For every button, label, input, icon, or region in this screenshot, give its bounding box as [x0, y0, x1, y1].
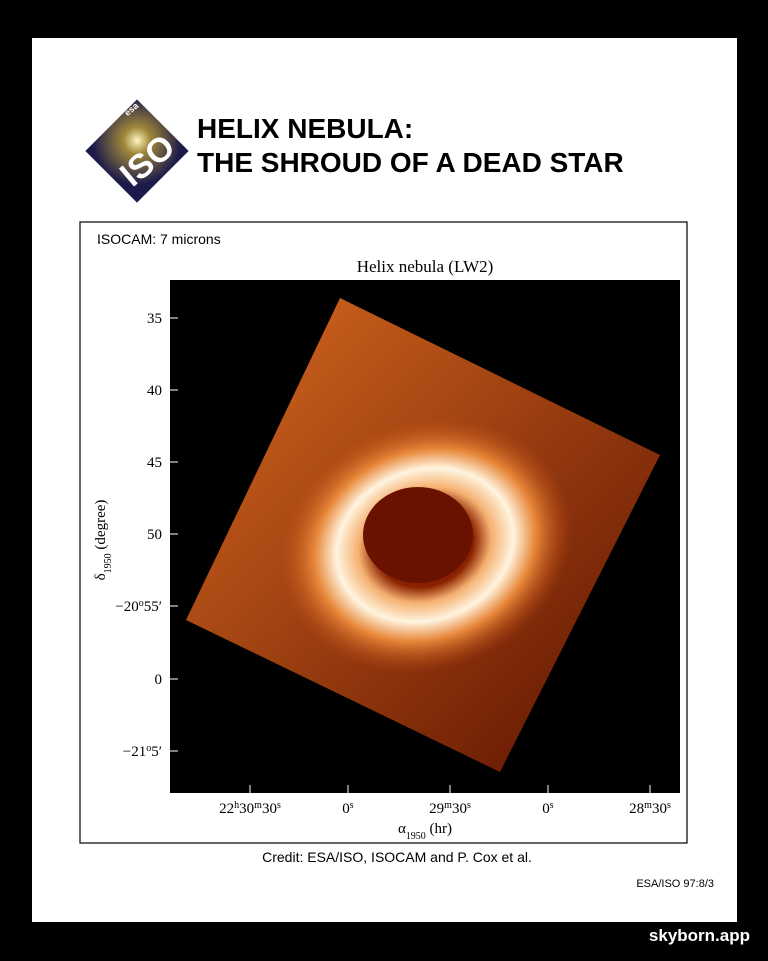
x-tick-label-part: 0	[542, 801, 550, 817]
plot-title: Helix nebula (LW2)	[357, 257, 494, 276]
y-tick-label-part: −20	[115, 599, 138, 615]
y-tick-label-part: 45	[147, 455, 162, 471]
x-tick-label-part: m	[644, 800, 652, 811]
panel-frame	[79, 221, 688, 844]
y-tick-label: 35	[147, 311, 162, 327]
title-line: HELIX NEBULA:	[197, 113, 413, 144]
x-tick-label-part: h	[234, 800, 239, 811]
x-axis-label-part: (hr)	[426, 821, 452, 837]
y-tick-label: 40	[147, 383, 162, 399]
x-tick-label-part: 29	[429, 801, 444, 817]
x-tick-label-part: 30	[652, 801, 667, 817]
x-tick-label-part: 22	[219, 801, 234, 817]
x-tick-label: 22h30m30s	[219, 800, 281, 818]
x-tick-label-part: 30	[452, 801, 467, 817]
y-tick-label-part: 5′	[151, 744, 162, 760]
title-line: THE SHROUD OF A DEAD STAR	[197, 147, 624, 178]
y-tick-label-part: 55′	[144, 599, 162, 615]
y-tick-label-part: o	[146, 743, 151, 754]
x-tick-label-part: m	[444, 800, 452, 811]
x-axis-label-part: α	[398, 821, 406, 837]
credit: Credit: ESA/ISO, ISOCAM and P. Cox et al…	[262, 849, 532, 865]
x-tick-label-part: m	[254, 800, 262, 811]
y-axis-label-part: δ	[93, 573, 109, 580]
x-tick-label-part: s	[467, 800, 471, 811]
y-tick-label-part: 50	[147, 527, 162, 543]
y-tick-label: 0	[155, 672, 163, 688]
y-tick-label-part: 35	[147, 311, 162, 327]
x-tick-label-part: s	[277, 800, 281, 811]
panel-label: ISOCAM: 7 microns	[97, 231, 221, 247]
x-axis-label-part: 1950	[406, 831, 426, 842]
x-tick-label-part: s	[350, 800, 354, 811]
x-tick-label-part: 28	[629, 801, 644, 817]
y-tick-label-part: 0	[155, 672, 163, 688]
y-tick-label-part: o	[139, 598, 144, 609]
y-axis-label-part: (degree)	[93, 500, 109, 554]
x-tick-label-part: s	[667, 800, 671, 811]
x-tick-label-part: 0	[342, 801, 350, 817]
x-tick-label: 28m30s	[629, 800, 671, 818]
y-tick-label: −20o55′	[115, 598, 162, 616]
y-axis-label: δ1950 (degree)	[93, 500, 114, 581]
y-tick-label-part: 40	[147, 383, 162, 399]
x-tick-label: 29m30s	[429, 800, 471, 818]
nebula-image	[186, 298, 660, 772]
y-tick-label: 45	[147, 455, 162, 471]
x-tick-label-part: s	[550, 800, 554, 811]
y-tick-label: −21o5′	[123, 743, 162, 761]
x-axis-label: α1950 (hr)	[398, 821, 452, 842]
x-tick-label: 0s	[342, 800, 354, 818]
y-tick-label-part: −21	[123, 744, 146, 760]
x-tick-label-part: 30	[262, 801, 277, 817]
y-tick-label: 50	[147, 527, 162, 543]
y-axis-label-part: 1950	[103, 553, 114, 573]
x-tick-label-part: 30	[239, 801, 254, 817]
x-tick-label: 0s	[542, 800, 554, 818]
watermark: skyborn.app	[649, 926, 750, 945]
reference: ESA/ISO 97:8/3	[636, 878, 714, 890]
